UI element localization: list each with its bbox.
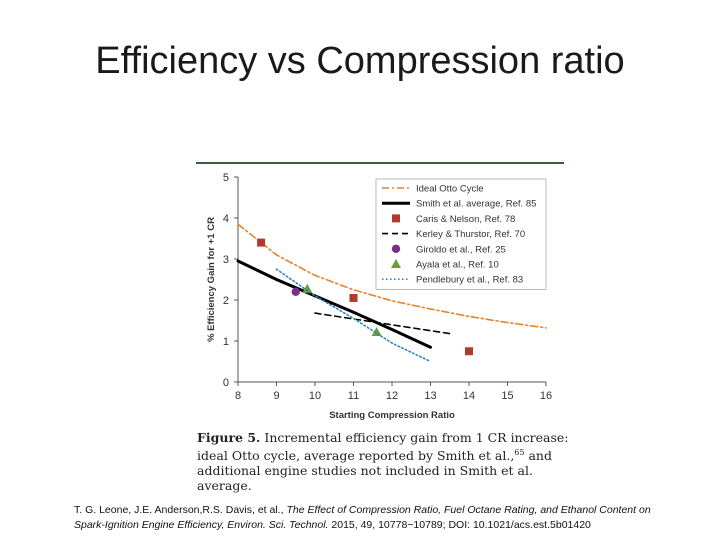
legend-label-pendlebury-et-al-ref-83: Pendlebury et al., Ref. 83 <box>416 275 523 286</box>
legend-label-ideal-otto-cycle: Ideal Otto Cycle <box>416 184 484 195</box>
x-tick-label: 12 <box>386 390 398 402</box>
caption-reference: 65 <box>514 448 525 457</box>
caption-text-2: and additional engine studies not includ… <box>197 448 552 494</box>
point-giroldo-et-al-ref-25 <box>291 287 300 296</box>
legend-label-kerley-thurstor-ref-70: Kerley & Thurstor, Ref. 70 <box>416 229 525 240</box>
x-tick-label: 15 <box>501 390 513 402</box>
caption-text-1: Incremental efficiency gain from 1 CR in… <box>197 430 569 464</box>
series-line-kerley-thurstor-ref-70 <box>314 312 451 335</box>
legend-label-ayala-et-al-ref-10: Ayala et al., Ref. 10 <box>416 260 499 271</box>
chart-legend: Ideal Otto Cycle Smith et al. average, Re… <box>375 178 547 290</box>
x-tick-label: 9 <box>273 390 279 402</box>
series-line-pendlebury-et-al-ref-83 <box>275 268 432 363</box>
x-tick-label: 10 <box>309 390 321 402</box>
x-tick-label: 11 <box>348 390 359 402</box>
y-tick-label: 4 <box>223 213 229 225</box>
citation-details: 2015, 49, 10778−10789; DOI: 10.1021/acs.… <box>331 519 591 531</box>
x-tick-label: 8 <box>235 390 241 402</box>
citation-authors: T. G. Leone, J.E. Anderson,R.S. Davis, e… <box>74 504 284 516</box>
point-caris-nelson-ref-78 <box>465 347 473 356</box>
legend-label-giroldo-et-al-ref-25: Giroldo et al., Ref. 25 <box>416 244 506 255</box>
legend-label-caris-nelson-ref-78: Caris & Nelson, Ref. 78 <box>416 214 515 225</box>
y-tick-label: 0 <box>223 377 229 389</box>
point-ayala-et-al-ref-10 <box>371 326 382 336</box>
citation: T. G. Leone, J.E. Anderson,R.S. Davis, e… <box>74 503 674 533</box>
legend-swatch-giroldo-et-al-ref-25 <box>391 244 401 253</box>
y-tick-label: 5 <box>223 172 229 184</box>
x-axis-label: Starting Compression Ratio <box>329 410 455 421</box>
x-tick-label: 14 <box>463 390 475 402</box>
point-caris-nelson-ref-78 <box>349 293 358 302</box>
series-line-ideal-otto-cycle <box>237 223 547 329</box>
legend-swatch-ayala-et-al-ref-10 <box>391 259 401 268</box>
slide-title: Efficiency vs Compression ratio <box>95 40 625 82</box>
citation-article-title: The Effect of Compression Ratio, Fuel Oc… <box>74 504 651 531</box>
point-ayala-et-al-ref-10 <box>302 283 313 293</box>
legend-swatch-caris-nelson-ref-78 <box>392 214 400 223</box>
x-tick-label: 16 <box>540 390 552 402</box>
y-tick-label: 2 <box>223 295 229 307</box>
figure-label: Figure 5. <box>197 430 261 445</box>
point-caris-nelson-ref-78 <box>257 238 266 247</box>
legend-label-smith-et-al-average-ref-85: Smith et al. average, Ref. 85 <box>416 199 536 210</box>
series-line-smith-et-al-average-ref-85 <box>236 259 432 349</box>
y-tick-label: 1 <box>223 336 229 348</box>
figure-top-rule <box>196 162 564 164</box>
figure-caption: Figure 5. Incremental efficiency gain fr… <box>197 430 577 493</box>
y-tick-label: 3 <box>223 254 229 266</box>
y-axis-label: % Efficiency Gain for +1 CR <box>206 217 217 342</box>
x-tick-label: 13 <box>424 390 436 402</box>
chart-series <box>236 223 547 363</box>
